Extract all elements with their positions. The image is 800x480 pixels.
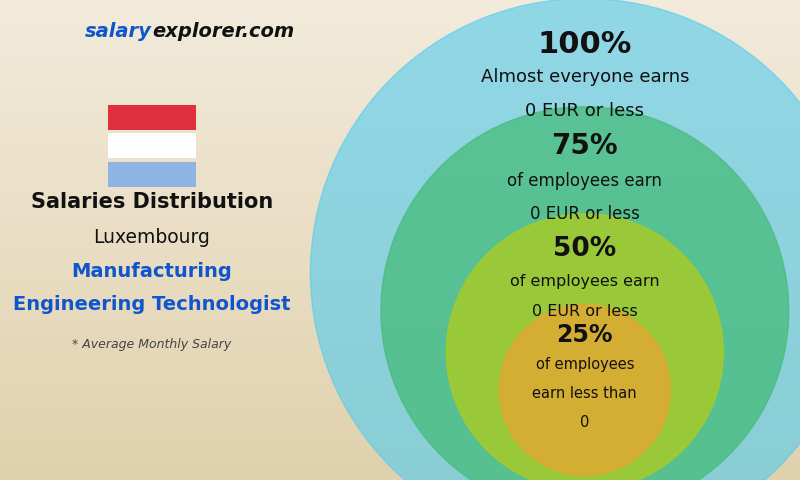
FancyBboxPatch shape — [108, 105, 196, 130]
Text: 100%: 100% — [538, 30, 632, 59]
Circle shape — [446, 214, 723, 480]
Text: Engineering Technologist: Engineering Technologist — [14, 295, 290, 314]
Text: earn less than: earn less than — [533, 386, 637, 401]
Text: of employees earn: of employees earn — [510, 274, 660, 289]
Text: * Average Monthly Salary: * Average Monthly Salary — [72, 338, 232, 351]
Circle shape — [310, 0, 800, 480]
Text: salary: salary — [85, 22, 152, 41]
Text: explorer.com: explorer.com — [152, 22, 294, 41]
Text: 0: 0 — [580, 415, 590, 430]
Text: 0 EUR or less: 0 EUR or less — [530, 205, 640, 223]
Text: of employees earn: of employees earn — [507, 172, 662, 190]
Circle shape — [499, 304, 670, 476]
Text: Manufacturing: Manufacturing — [72, 262, 232, 281]
Text: Luxembourg: Luxembourg — [94, 228, 210, 247]
Text: Almost everyone earns: Almost everyone earns — [481, 68, 689, 86]
Text: 0 EUR or less: 0 EUR or less — [532, 304, 638, 319]
Text: Salaries Distribution: Salaries Distribution — [31, 192, 273, 212]
FancyBboxPatch shape — [108, 162, 196, 187]
Text: of employees: of employees — [535, 357, 634, 372]
FancyBboxPatch shape — [108, 133, 196, 158]
Text: 25%: 25% — [557, 324, 613, 348]
Text: 0 EUR or less: 0 EUR or less — [526, 102, 644, 120]
Circle shape — [381, 107, 789, 480]
Text: 75%: 75% — [551, 132, 618, 160]
Text: 50%: 50% — [553, 237, 617, 263]
